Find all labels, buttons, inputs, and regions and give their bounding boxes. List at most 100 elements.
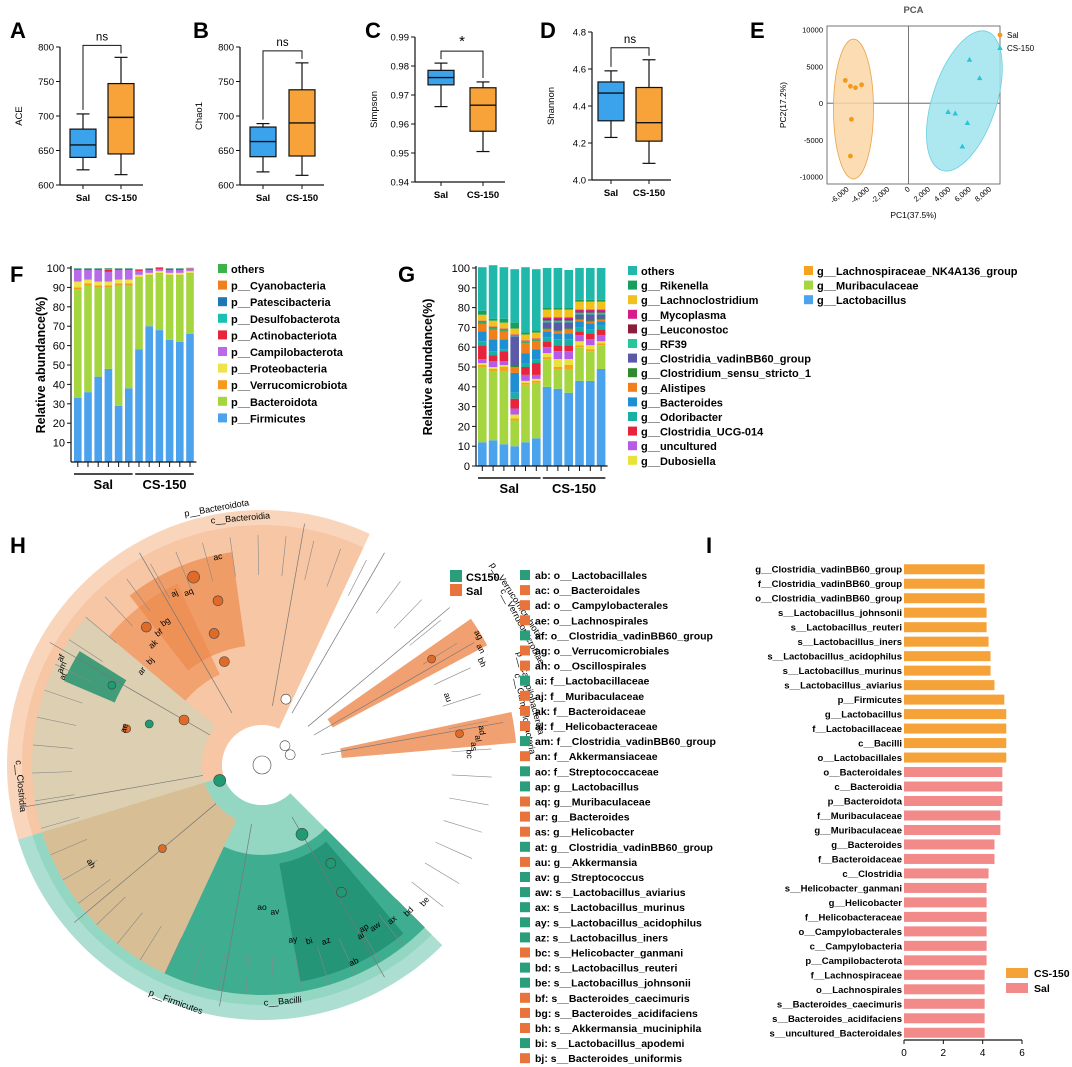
y-tick-label: 40 <box>458 382 470 394</box>
y-tick-label: 30 <box>458 402 470 414</box>
clade-label: az <box>320 934 332 946</box>
x-tick-label: 6,000 <box>953 185 973 204</box>
taxa-key-swatch <box>520 630 530 641</box>
segment-g-bacteroides <box>488 339 498 352</box>
legend-label: p__Verrucomicrobiota <box>231 380 348 392</box>
segment-p-bacteroidota <box>135 277 143 350</box>
segment-p-firmicutes <box>145 326 153 462</box>
segment-g-clostridia-ucg-014 <box>542 341 552 348</box>
segment-g-lactobacillus <box>510 446 519 466</box>
segment-g-uncultured <box>542 347 552 354</box>
segment-p-campilobacterota <box>176 269 184 273</box>
lda-bar-chart: g__Clostridia_vadinBB60_group f__Clostrid… <box>755 564 1070 1059</box>
legend-swatch <box>628 455 637 465</box>
segment-g-dubosiella <box>478 363 487 366</box>
lda-bar <box>904 911 987 922</box>
cladogram-leaf-branch <box>78 879 111 904</box>
cladogram-node <box>336 886 347 898</box>
segment-g-lactobacillus <box>532 438 541 466</box>
cladogram-leaf-branch <box>202 542 214 582</box>
significance-label: * <box>459 33 465 50</box>
segment-g-lactobacillus <box>521 442 530 466</box>
cladogram-leaf-branch <box>32 771 73 774</box>
lda-bar <box>904 984 985 995</box>
y-tick-label: 0.94 <box>391 178 410 189</box>
lda-bar-label: f__Helicobacteraceae <box>805 912 902 923</box>
lda-bar-label: g__Lactobacillus <box>825 710 902 721</box>
segment-g-odoribacter <box>575 327 584 332</box>
taxa-key-label: ak: f__Bacteroidaceae <box>535 706 646 718</box>
segment-p-firmicutes <box>125 388 133 462</box>
taxa-key-swatch <box>520 766 530 777</box>
segment-g-mycoplasma <box>575 309 584 312</box>
significance-label: ns <box>276 37 288 49</box>
lda-bar <box>904 796 1003 806</box>
lda-bar-label: c__Bacilli <box>858 739 902 750</box>
segment-g-clostridia-ucg-014 <box>586 333 595 340</box>
taxa-key-label: bf: s__Bacteroides_caecimuris <box>535 993 690 1005</box>
segment-g-rf39 <box>553 320 563 323</box>
segment-g-dubosiella <box>532 378 541 381</box>
segment-g-clostridia-vadinbb60-group <box>586 314 595 321</box>
legend-label: CS-150 <box>1034 968 1070 980</box>
cladogram-leaf-branch <box>449 797 489 806</box>
cladogram-leaf-branch <box>317 946 330 986</box>
y-axis-label: Relative abundance(%) <box>34 297 48 434</box>
cladogram-leaf-branch <box>85 616 117 644</box>
lda-bar-label: s__Lactobacillus_aviarius <box>784 681 902 692</box>
y-tick-label: 0.95 <box>391 149 410 160</box>
significance-bracket <box>82 44 122 110</box>
taxa-key-label: ac: o__Bacteroidales <box>535 585 640 597</box>
cladogram-leaf-branch <box>117 912 143 944</box>
taxa-key-swatch <box>520 721 530 731</box>
y-tick-label: 5000 <box>806 62 823 71</box>
taxa-key-swatch <box>520 615 530 626</box>
x-tick-label: 6 <box>1019 1048 1025 1059</box>
segment-g-muribaculaceae <box>596 345 606 369</box>
group-label: Sal <box>94 477 114 492</box>
y-tick-label: 600 <box>38 181 54 192</box>
cladogram-leaf-branch <box>164 937 182 974</box>
segment-g-uncultured <box>564 351 573 360</box>
legend-swatch <box>218 313 227 323</box>
lda-bar <box>904 723 1007 734</box>
taxa-key-swatch <box>520 826 530 837</box>
legend-marker-cs150 <box>997 45 1003 50</box>
panel-letter-f: F <box>10 262 23 287</box>
segment-g-lachnospiraceae-nk4a136-group <box>564 365 573 369</box>
point-cs150 <box>966 56 973 62</box>
segment-g-lactobacillus <box>553 388 563 466</box>
legend-swatch <box>628 339 637 348</box>
legend-label-cs150: CS-150 <box>1007 44 1035 53</box>
segment-g-odoribacter <box>532 359 541 364</box>
box-sal <box>597 81 625 122</box>
lda-bar <box>904 709 1007 720</box>
x-tick-label: 0 <box>903 185 912 195</box>
clade-label: aj <box>169 587 180 599</box>
segment-others <box>532 269 541 331</box>
legend-swatch <box>628 324 637 334</box>
x-tick-label: 8,000 <box>973 185 993 204</box>
segment-g-rikenella <box>553 307 563 310</box>
segment-g-bacteroides <box>542 331 552 338</box>
lda-bar <box>904 752 1007 763</box>
segment-p-proteobacteria <box>104 281 113 286</box>
segment-p-firmicutes <box>165 339 174 462</box>
segment-p-actinobacteriota <box>94 268 102 270</box>
segment-g-lactobacillus <box>488 440 498 466</box>
taxa-key-label: ax: s__Lactobacillus_murinus <box>535 902 685 914</box>
cladogram-branch <box>307 607 450 727</box>
clade-label: ac <box>212 551 224 563</box>
ellipse-sal <box>833 38 874 180</box>
cladogram-node <box>295 827 309 841</box>
taxa-key-swatch <box>520 947 530 958</box>
segment-g-odoribacter <box>499 349 509 352</box>
segment-p-proteobacteria <box>125 279 133 284</box>
segment-g-clostridia-ucg-014 <box>532 363 541 375</box>
segment-p-verrucomicrobiota <box>94 285 102 288</box>
legend-label: g__Muribaculaceae <box>817 281 919 293</box>
significance-label: ns <box>96 31 108 43</box>
y-tick-label: 750 <box>38 77 54 88</box>
legend-label: g__Lachnospiraceae_NK4A136_group <box>817 266 1018 278</box>
taxa-key-swatch <box>520 1007 530 1018</box>
